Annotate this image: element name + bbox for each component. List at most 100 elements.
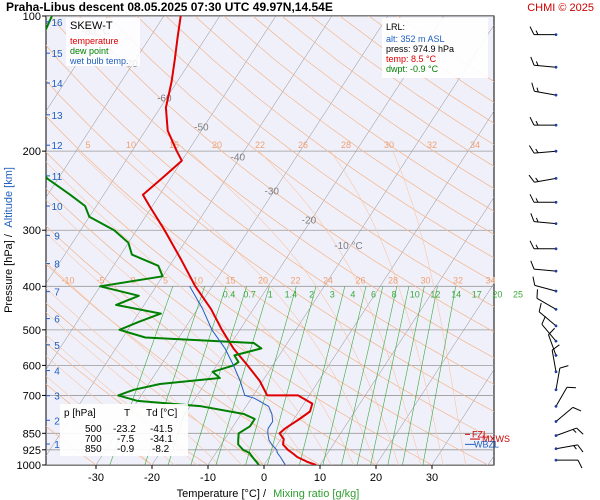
wind-barb-origin <box>554 65 558 69</box>
isotherm-line <box>95 16 389 465</box>
wind-barb-staff <box>555 406 574 422</box>
isotherm-line <box>207 24 494 465</box>
altitude-tick-label: 12 <box>51 141 63 152</box>
moist-adiabat-line <box>392 151 466 465</box>
wind-barb-feather <box>530 260 535 270</box>
theta-label: -10 <box>61 275 74 285</box>
dry-adiabat-line <box>46 425 97 465</box>
mixing-ratio-line <box>322 286 367 465</box>
wind-barb-origin <box>554 289 558 293</box>
y-axis-label-altitude: Altitude [km] <box>3 167 15 228</box>
mixing-ratio-label: 12 <box>430 289 440 299</box>
wind-barb <box>528 174 558 183</box>
mixing-ratio-line <box>356 286 398 465</box>
temperature-tick-label: -30 <box>88 472 104 484</box>
x-axis-label-temperature: Temperature [°C] / <box>177 488 267 500</box>
theta-label: 15 <box>225 275 235 285</box>
lrl-temp: temp: 8.5 °C <box>386 54 437 64</box>
mixing-ratio-label: 0.4 <box>223 289 236 299</box>
wind-barb-feather <box>572 406 582 412</box>
lrl-press: press: 974.9 hPa <box>386 44 454 54</box>
lrl-alt: alt: 352 m ASL <box>386 34 445 44</box>
temperature-tick-label: 0 <box>261 472 267 484</box>
wind-barb-origin <box>554 222 558 226</box>
y-axis-label-pressure: Pressure [hPa] / <box>3 233 15 313</box>
mixing-ratio-line <box>245 286 297 465</box>
wind-barb-feather <box>530 56 535 66</box>
legend-wet-bulb: wet bulb temp. <box>69 56 129 66</box>
pressure-tick-label: 850 <box>23 428 41 440</box>
wind-barb-origin <box>554 247 558 251</box>
pressure-tick-label: 600 <box>23 360 41 372</box>
theta-label: 24 <box>323 275 333 285</box>
wbzl-label: WBZL <box>474 439 499 449</box>
wind-barb-half-feather <box>535 217 539 223</box>
wind-barb-feather <box>529 26 535 35</box>
mixing-ratio-label: 3 <box>330 289 335 299</box>
theta-label: 32 <box>453 275 463 285</box>
altitude-tick-label: 5 <box>54 341 60 352</box>
y-axis-label: Pressure [hPa] / Altitude [km] <box>3 167 15 313</box>
altitude-tick-label: 14 <box>51 79 63 90</box>
mixing-ratio-line <box>267 286 317 465</box>
wind-barb-feather <box>548 327 555 336</box>
wind-barb <box>529 240 558 251</box>
wind-barb-origin <box>554 176 558 180</box>
moist-adiabat-line <box>46 312 220 465</box>
altitude-tick-label: 10 <box>51 202 63 213</box>
table-header-p: p [hPa] <box>64 408 96 419</box>
mixing-ratio-label: 1.4 <box>285 289 298 299</box>
moist-adiabat-line <box>188 150 399 465</box>
pressure-tick-label: 400 <box>23 281 41 293</box>
wind-barb-origin <box>554 434 558 438</box>
wind-barb-origin <box>554 339 558 343</box>
wind-barb-staff <box>536 297 557 310</box>
theta-label: 30 <box>384 140 394 150</box>
legend-dew-point: dew point <box>70 46 109 56</box>
mixing-ratio-label: 0.7 <box>243 289 256 299</box>
table-cell: -34.1 <box>150 434 173 445</box>
mixing-ratio-label: 25 <box>513 289 523 299</box>
temperature-tick-label: 20 <box>370 472 382 484</box>
wind-barb-staff <box>538 311 557 327</box>
wind-barb-staff <box>555 386 568 407</box>
theta-label: 30 <box>420 275 430 285</box>
altitude-tick-label: 11 <box>52 172 63 183</box>
wind-barb-feather <box>541 315 546 325</box>
isotherm-line <box>319 196 494 465</box>
dry-adiabat-line <box>49 16 494 359</box>
wind-barb-feather <box>577 459 583 469</box>
theta-label: 28 <box>341 140 351 150</box>
table-cell: -8.2 <box>152 444 170 455</box>
chart-title: Praha-Libus descent 08.05.2025 07:30 UTC… <box>6 0 333 14</box>
dry-adiabat-line <box>165 16 494 259</box>
wind-barb-feather <box>529 116 535 126</box>
wind-barb-half-feather <box>535 198 539 203</box>
mixing-ratio-label: 20 <box>492 289 502 299</box>
table-cell: -0.9 <box>117 444 135 455</box>
wind-barb-origin <box>554 269 558 273</box>
table-cell: 700 <box>85 434 102 445</box>
wind-barb-origin <box>554 388 558 392</box>
wind-barb-half-feather <box>572 429 577 433</box>
dry-adiabat-line <box>46 225 377 465</box>
isotherm-line <box>46 16 109 112</box>
dry-adiabat-line <box>46 263 321 465</box>
wind-barb-feather <box>530 213 535 222</box>
wind-barb-feather <box>551 344 560 351</box>
wind-barb <box>530 260 558 273</box>
wind-barb-feather <box>531 82 535 92</box>
wind-barb <box>529 116 558 127</box>
isotherm-line <box>487 455 494 465</box>
fzl-label: FZL <box>472 429 488 439</box>
isotherm-label: -10 °C <box>334 241 362 252</box>
mixing-ratio-label: 4 <box>350 289 355 299</box>
wind-barb-feather <box>576 427 584 435</box>
level-markers: FZL MXWS WBZL <box>465 429 510 449</box>
pressure-tick-label: 925 <box>23 445 41 457</box>
altitude-tick-label: 3 <box>54 392 60 403</box>
wind-barb-origin <box>554 149 558 153</box>
mixing-ratio-label: 1 <box>268 289 273 299</box>
wind-barb-feather <box>528 145 535 154</box>
wind-barb-feather <box>529 240 535 250</box>
